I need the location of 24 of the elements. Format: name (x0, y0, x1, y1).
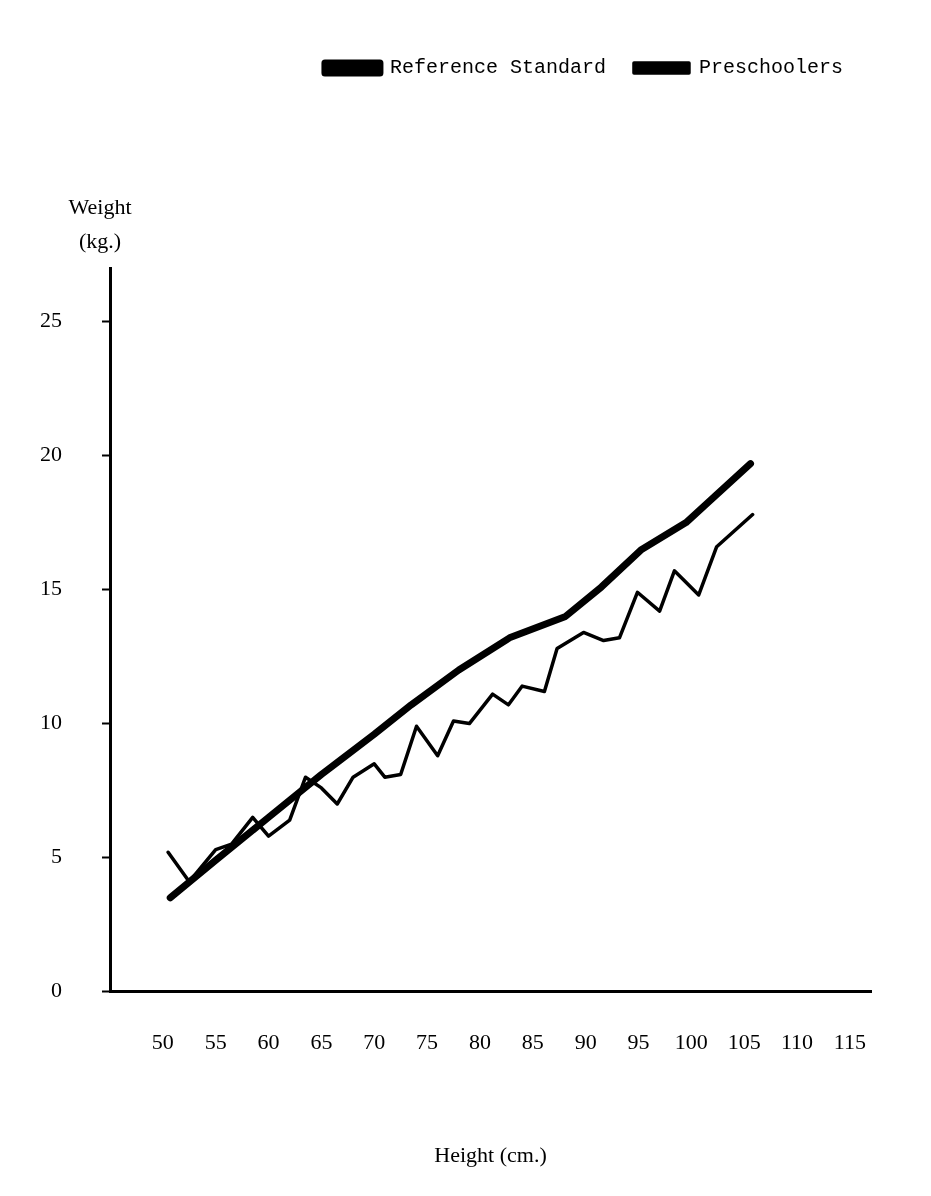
x-tick-label: 70 (363, 1028, 386, 1054)
y-tick-label: 0 (51, 977, 62, 1003)
legend-label: Preschoolers (698, 56, 844, 80)
x-tick-label: 90 (574, 1028, 597, 1054)
x-tick-label: 115 (833, 1028, 866, 1054)
x-tick-label: 55 (204, 1028, 227, 1054)
legend-label: Reference Standard (389, 56, 606, 80)
x-tick-label: 75 (416, 1028, 439, 1054)
y-tick-label: 10 (40, 709, 62, 735)
x-tick-label: 100 (674, 1028, 708, 1054)
x-tick-label: 110 (780, 1028, 814, 1054)
y-tick-label: 15 (40, 575, 62, 601)
y-tick-label: 20 (40, 441, 62, 467)
x-tick-label: 80 (468, 1028, 491, 1054)
x-tick-label: 50 (151, 1028, 174, 1054)
x-tick-label: 65 (310, 1028, 333, 1054)
y-tick-label: 25 (40, 307, 62, 333)
x-axis-title: Height (cm.) (434, 1141, 547, 1167)
y-axis-title: Weight (kg.) (68, 193, 132, 253)
y-tick-label: 5 (51, 843, 62, 869)
x-tick-label: 85 (521, 1028, 544, 1054)
x-tick-label: 95 (627, 1028, 650, 1054)
x-tick-label: 60 (257, 1028, 280, 1054)
x-tick-label: 105 (727, 1028, 761, 1054)
